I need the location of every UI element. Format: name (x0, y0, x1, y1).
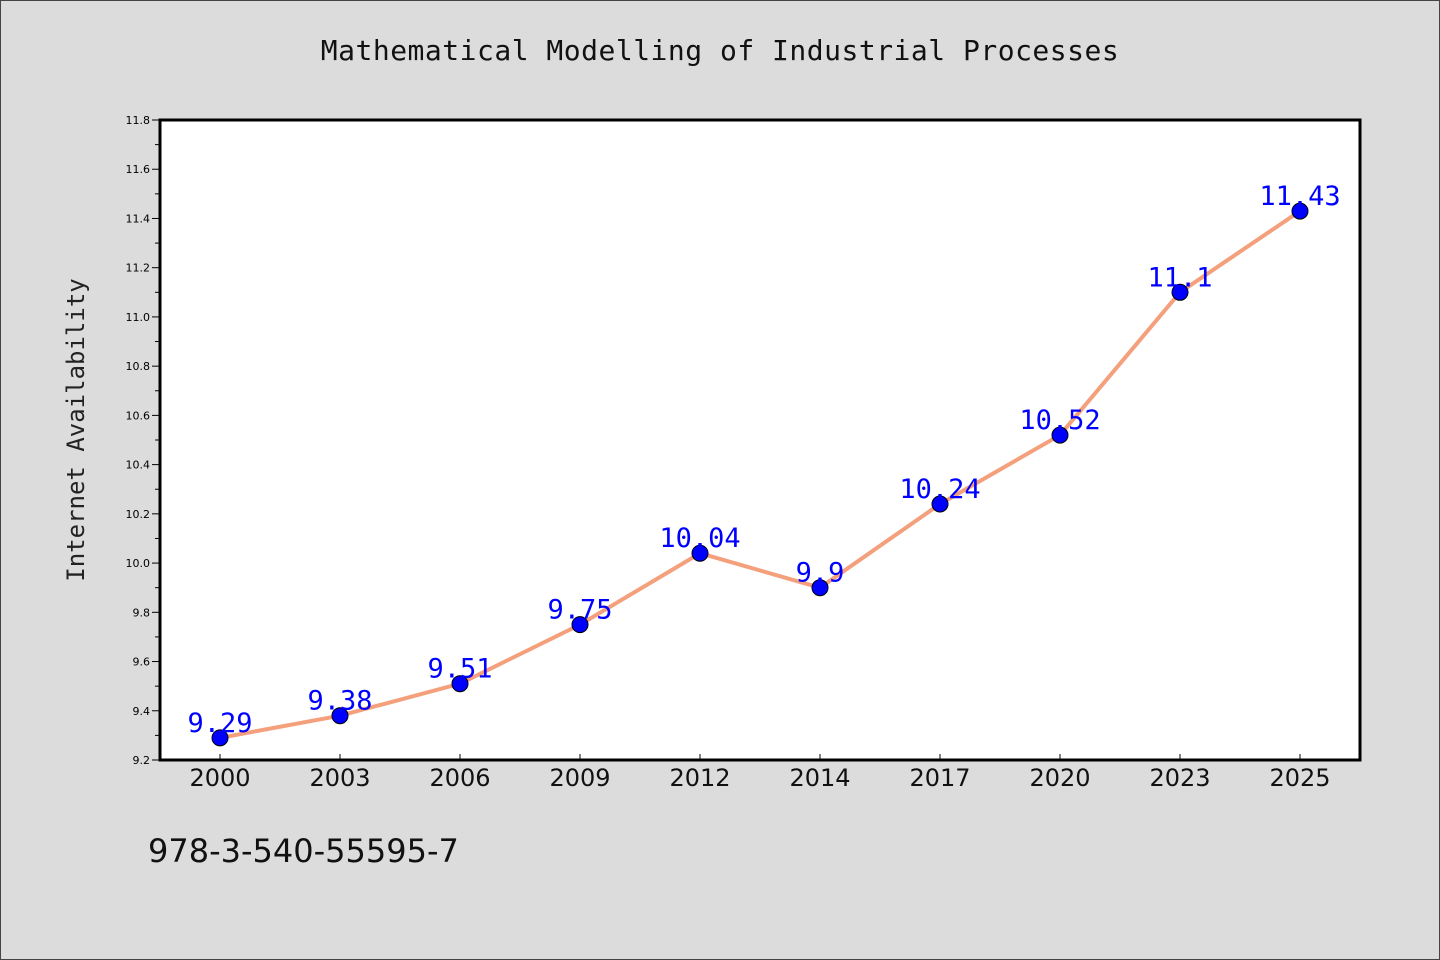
y-tick-label: 9.8 (133, 606, 151, 619)
y-tick-label: 10.0 (126, 557, 151, 570)
y-tick-label: 10.4 (126, 459, 151, 472)
y-tick-label: 11.6 (126, 163, 151, 176)
isbn-text: 978-3-540-55595-7 (148, 832, 459, 870)
data-label: 9.9 (796, 558, 845, 589)
data-point (331, 707, 349, 725)
data-label: 9.75 (547, 595, 612, 626)
x-tick-label: 2017 (909, 764, 970, 792)
data-point (211, 729, 229, 747)
x-tick-label: 2006 (429, 764, 490, 792)
y-tick-label: 11.0 (126, 311, 151, 324)
x-tick-label: 2003 (309, 764, 370, 792)
x-tick-label: 2014 (789, 764, 850, 792)
data-point (931, 495, 949, 513)
x-tick-label: 2020 (1029, 764, 1090, 792)
y-axis-label: Internet Availability (62, 278, 90, 581)
x-tick-label: 2012 (669, 764, 730, 792)
x-tick-label: 2009 (549, 764, 610, 792)
data-label: 10.04 (659, 523, 740, 554)
x-axis: 2000 2003 2006 2009 2012 2014 2017 2020 2023 2025 (189, 754, 1331, 792)
x-tick-label: 2025 (1269, 764, 1330, 792)
y-tick-label: 10.2 (126, 508, 151, 521)
data-point (1171, 283, 1189, 301)
x-tick-label: 2023 (1149, 764, 1210, 792)
y-tick-label: 9.6 (133, 656, 151, 669)
y-axis: 9.2 9.4 9.6 9.8 10.0 10.2 10.4 10.6 10.8 11.0 11.2… (126, 114, 160, 767)
data-point (451, 675, 469, 693)
series-layer: 9.29 9.38 9.51 9.75 10.04 9.9 10.24 10.52 11.1 11… (187, 181, 1341, 747)
data-label: 11.43 (1259, 181, 1340, 212)
y-tick-label: 11.4 (126, 212, 151, 225)
data-point (571, 616, 589, 634)
data-point (691, 544, 709, 562)
series-line (218, 209, 1302, 740)
y-tick-label: 9.4 (133, 705, 151, 718)
chart-title: Mathematical Modelling of Industrial Pro… (320, 34, 1120, 67)
plot-area (158, 118, 1362, 762)
data-label: 9.38 (307, 686, 372, 717)
y-tick-label: 11.8 (126, 114, 151, 127)
data-point (1291, 202, 1309, 220)
y-tick-label: 11.2 (126, 262, 151, 275)
data-label: 10.24 (899, 474, 980, 505)
x-tick-label: 2000 (189, 764, 250, 792)
data-label: 9.51 (427, 654, 492, 685)
data-label: 9.29 (187, 708, 252, 739)
data-point (811, 579, 829, 597)
y-tick-label: 9.2 (133, 754, 151, 767)
y-tick-label: 10.6 (126, 409, 151, 422)
data-label: 11.1 (1147, 262, 1212, 293)
data-point (1051, 426, 1069, 444)
y-tick-label: 10.8 (126, 360, 151, 373)
data-label: 10.52 (1019, 405, 1100, 436)
